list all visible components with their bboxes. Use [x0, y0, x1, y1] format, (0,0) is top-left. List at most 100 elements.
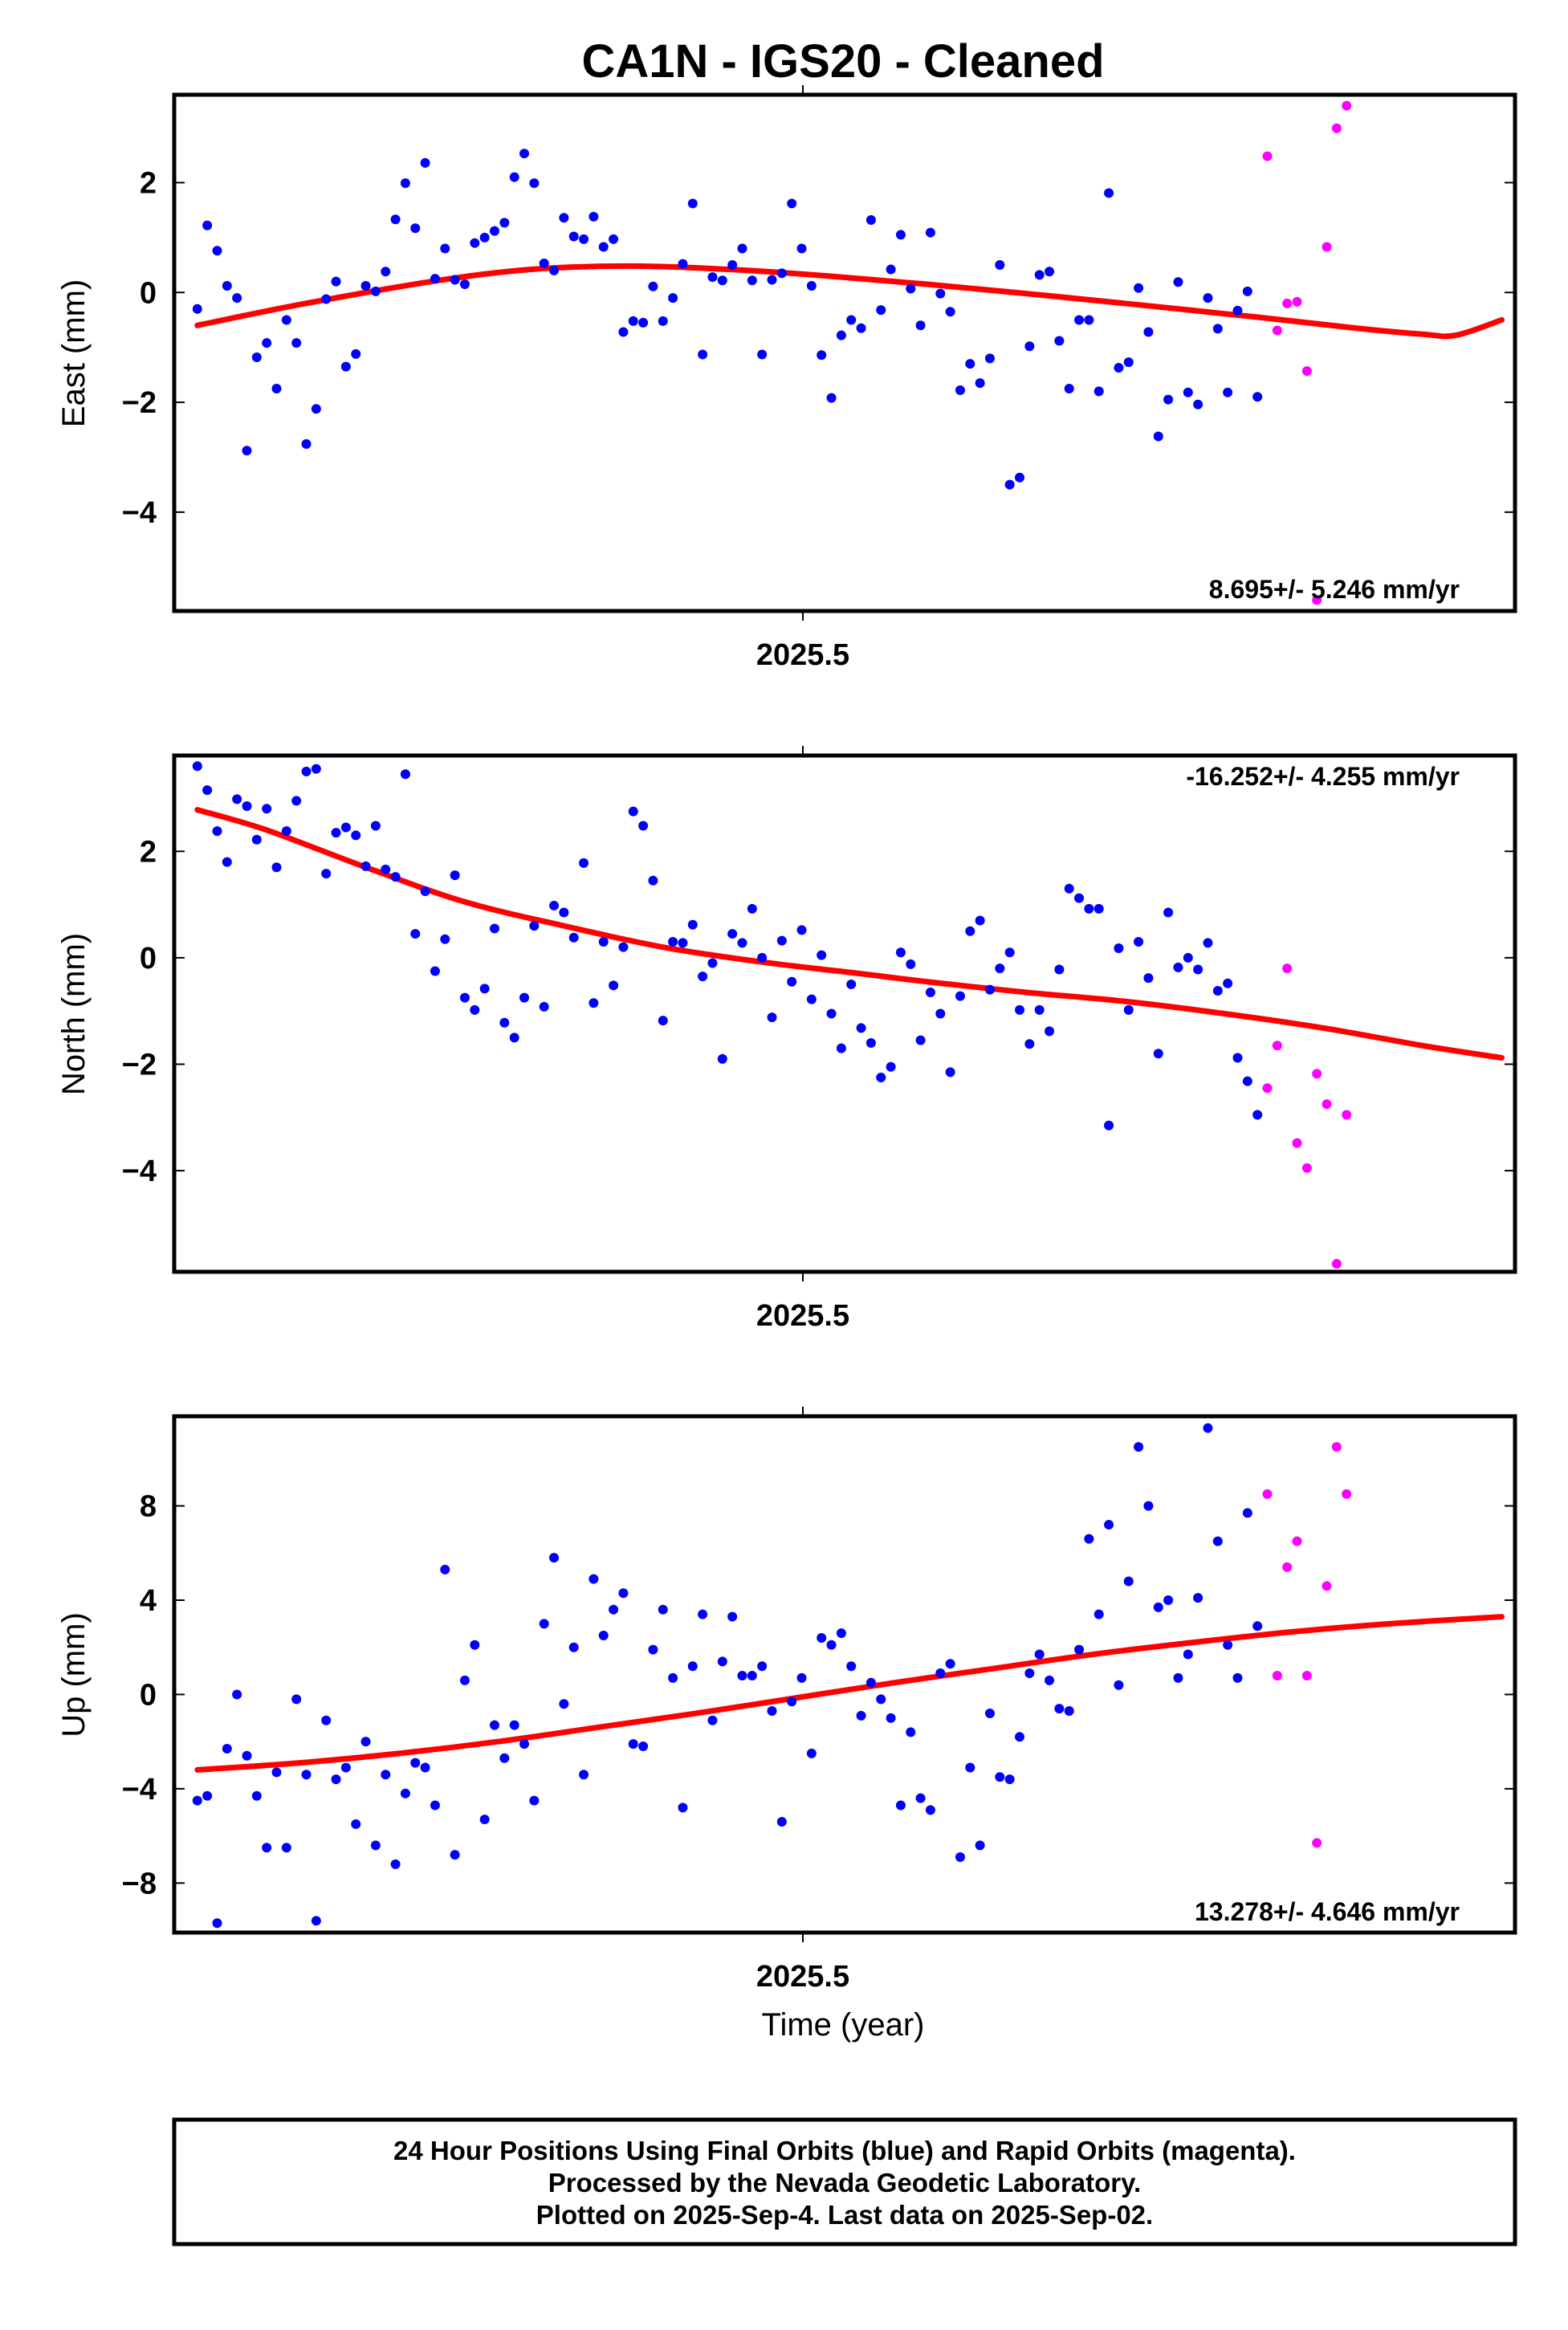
- up-y-tick-label: 8: [140, 1490, 157, 1524]
- east-final-orbit-point: [251, 352, 262, 362]
- east-final-orbit-point: [381, 267, 391, 277]
- up-final-orbit-point: [925, 1805, 935, 1815]
- north-rapid-orbit-point: [1342, 1110, 1352, 1120]
- east-final-orbit-point: [895, 230, 906, 240]
- east-final-orbit-point: [984, 353, 995, 364]
- north-final-orbit-point: [529, 921, 540, 931]
- east-final-orbit-point: [440, 243, 450, 254]
- north-final-orbit-point: [440, 934, 450, 944]
- east-final-orbit-point: [1064, 383, 1074, 393]
- east-rapid-orbit-point: [1342, 100, 1352, 111]
- east-final-orbit-point: [945, 307, 955, 317]
- footer-line-1: 24 Hour Positions Using Final Orbits (bl…: [393, 2136, 1296, 2165]
- east-y-tick-label: −4: [122, 496, 157, 530]
- up-rapid-orbit-point: [1262, 1489, 1273, 1499]
- north-final-orbit-point: [400, 769, 410, 780]
- up-final-orbit-point: [1004, 1774, 1015, 1785]
- x-axis-label: Time (year): [762, 2007, 925, 2043]
- north-final-orbit-point: [707, 958, 718, 968]
- east-final-orbit-point: [271, 383, 282, 393]
- up-final-orbit-point: [846, 1661, 857, 1672]
- north-final-orbit-point: [1114, 943, 1124, 953]
- up-y-ticks: −8 −4 0 4 8: [122, 1490, 1515, 1900]
- up-final-orbit-point: [806, 1748, 817, 1758]
- east-final-orbit-point: [678, 259, 688, 269]
- north-final-orbit-point: [509, 1033, 519, 1043]
- up-final-orbit-point: [1193, 1593, 1203, 1603]
- east-final-orbit-point: [311, 404, 321, 414]
- east-final-orbit-point: [579, 234, 589, 244]
- up-final-orbit-point: [945, 1659, 955, 1669]
- north-rapid-orbit-point: [1331, 1259, 1342, 1269]
- up-final-orbit-point: [321, 1715, 332, 1725]
- north-final-orbit-point: [618, 942, 629, 952]
- north-final-orbit-point: [856, 1023, 866, 1033]
- east-final-orbit-point: [1094, 386, 1104, 397]
- east-final-orbit-point: [747, 275, 757, 286]
- east-final-orbit-point: [1015, 472, 1025, 483]
- east-final-orbit-point: [390, 214, 401, 225]
- up-final-orbit-point: [628, 1739, 638, 1750]
- north-final-orbit-point: [262, 804, 272, 814]
- up-final-orbit-point: [450, 1850, 460, 1860]
- up-final-orbit-point: [618, 1588, 629, 1599]
- north-final-orbit-point: [450, 870, 460, 881]
- east-final-orbit-point: [1004, 479, 1015, 490]
- north-final-orbit-point: [865, 1037, 876, 1048]
- up-final-orbit-point: [687, 1661, 698, 1672]
- east-plot-frame: [172, 92, 1517, 613]
- up-final-orbit-point: [836, 1628, 846, 1639]
- east-final-orbit-point: [410, 223, 421, 234]
- east-final-orbit-point: [242, 446, 252, 456]
- up-rapid-orbit-point: [1292, 1536, 1302, 1546]
- east-final-orbit-point: [420, 157, 430, 168]
- east-final-orbit-point: [776, 268, 787, 279]
- north-final-orbit-point: [459, 992, 470, 1003]
- north-final-orbit-point: [1203, 938, 1213, 948]
- up-rapid-orbit-point: [1322, 1581, 1332, 1591]
- up-final-orbit-point: [707, 1715, 718, 1725]
- north-rapid-orbit-point: [1282, 963, 1293, 974]
- up-final-orbit-point: [251, 1790, 262, 1801]
- east-final-orbit-point: [1193, 399, 1203, 409]
- east-final-orbit-point: [509, 172, 519, 182]
- east-final-orbit-point: [1183, 387, 1193, 397]
- east-rapid-orbit-point: [1272, 325, 1282, 336]
- east-final-orbit-point: [698, 349, 708, 360]
- up-final-orbit-point: [1074, 1644, 1085, 1655]
- up-final-orbit-point: [529, 1795, 540, 1806]
- east-final-orbit-point: [470, 238, 480, 248]
- north-final-orbit-point: [906, 959, 916, 969]
- up-final-orbit-point: [678, 1802, 688, 1813]
- north-final-orbit-point: [519, 992, 530, 1003]
- east-trend-curve: [194, 263, 1505, 340]
- east-final-orbit-point: [192, 303, 202, 314]
- east-final-orbit-point: [727, 260, 738, 271]
- up-data-points: [192, 1423, 1352, 1929]
- north-rapid-orbit-point: [1312, 1069, 1322, 1079]
- east-final-orbit-point: [351, 348, 361, 359]
- east-final-orbit-point: [1024, 341, 1035, 352]
- north-final-orbit-point: [301, 766, 312, 776]
- east-final-orbit-point: [856, 323, 866, 333]
- up-final-orbit-point: [1084, 1534, 1094, 1544]
- east-panel: −4 −2 0 2 2025.5 East (mm) 8.695+/- 5.246 m…: [56, 85, 1517, 672]
- east-final-orbit-point: [906, 283, 916, 294]
- footer-line-2: Processed by the Nevada Geodetic Laborat…: [548, 2168, 1141, 2198]
- east-final-orbit-point: [955, 385, 965, 396]
- east-final-orbit-point: [232, 293, 242, 303]
- east-final-orbit-point: [865, 214, 876, 225]
- east-final-orbit-point: [817, 350, 827, 360]
- north-rapid-orbit-point: [1322, 1099, 1332, 1110]
- east-final-orbit-point: [430, 274, 440, 284]
- north-panel: −4 −2 0 2 2025.5 North (mm) -16.252+/- 4.25…: [56, 746, 1517, 1333]
- east-final-orbit-point: [499, 218, 510, 228]
- up-final-orbit-point: [1153, 1602, 1163, 1612]
- north-final-orbit-point: [232, 794, 242, 805]
- east-y-ticks: −4 −2 0 2: [122, 166, 1515, 530]
- east-final-orbit-point: [886, 264, 896, 275]
- east-final-orbit-point: [370, 286, 381, 296]
- east-final-orbit-point: [1114, 362, 1124, 373]
- north-x-tick-label: 2025.5: [756, 1299, 849, 1333]
- north-final-orbit-point: [212, 826, 222, 837]
